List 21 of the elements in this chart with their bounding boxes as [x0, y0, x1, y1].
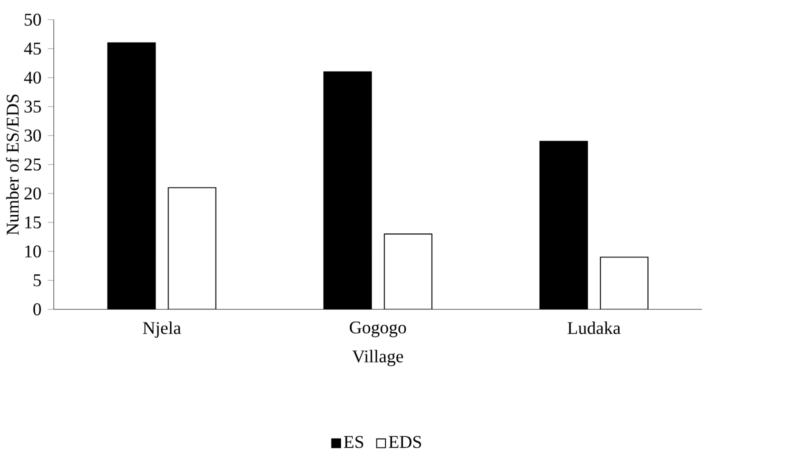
y-tick-label: 45 [24, 42, 41, 54]
y-tick-label: 10 [25, 245, 41, 258]
y-tick-label: 30 [24, 129, 41, 142]
y-tick-label: 15 [25, 216, 41, 228]
bar [168, 187, 216, 310]
y-tick-label: 50 [24, 13, 41, 26]
y-tick-label: 0 [33, 303, 41, 316]
y-tick-label: 35 [24, 100, 41, 112]
bar [384, 233, 432, 310]
y-tick-label: 25 [24, 158, 41, 170]
x-axis-title: Village [352, 350, 404, 366]
bar [600, 256, 648, 310]
y-tick-label: 40 [24, 71, 41, 84]
x-tick-label: Gogogo [350, 321, 406, 338]
y-tick-label: 5 [34, 274, 41, 286]
x-tick-label: Ludaka [568, 321, 620, 334]
legend-label: EDS [388, 436, 421, 448]
x-tick-label: Njela [142, 321, 181, 338]
y-tick-label: 20 [24, 187, 41, 200]
y-axis-title: Number of ES/EDS [6, 94, 19, 235]
legend-label: ES [344, 436, 364, 448]
